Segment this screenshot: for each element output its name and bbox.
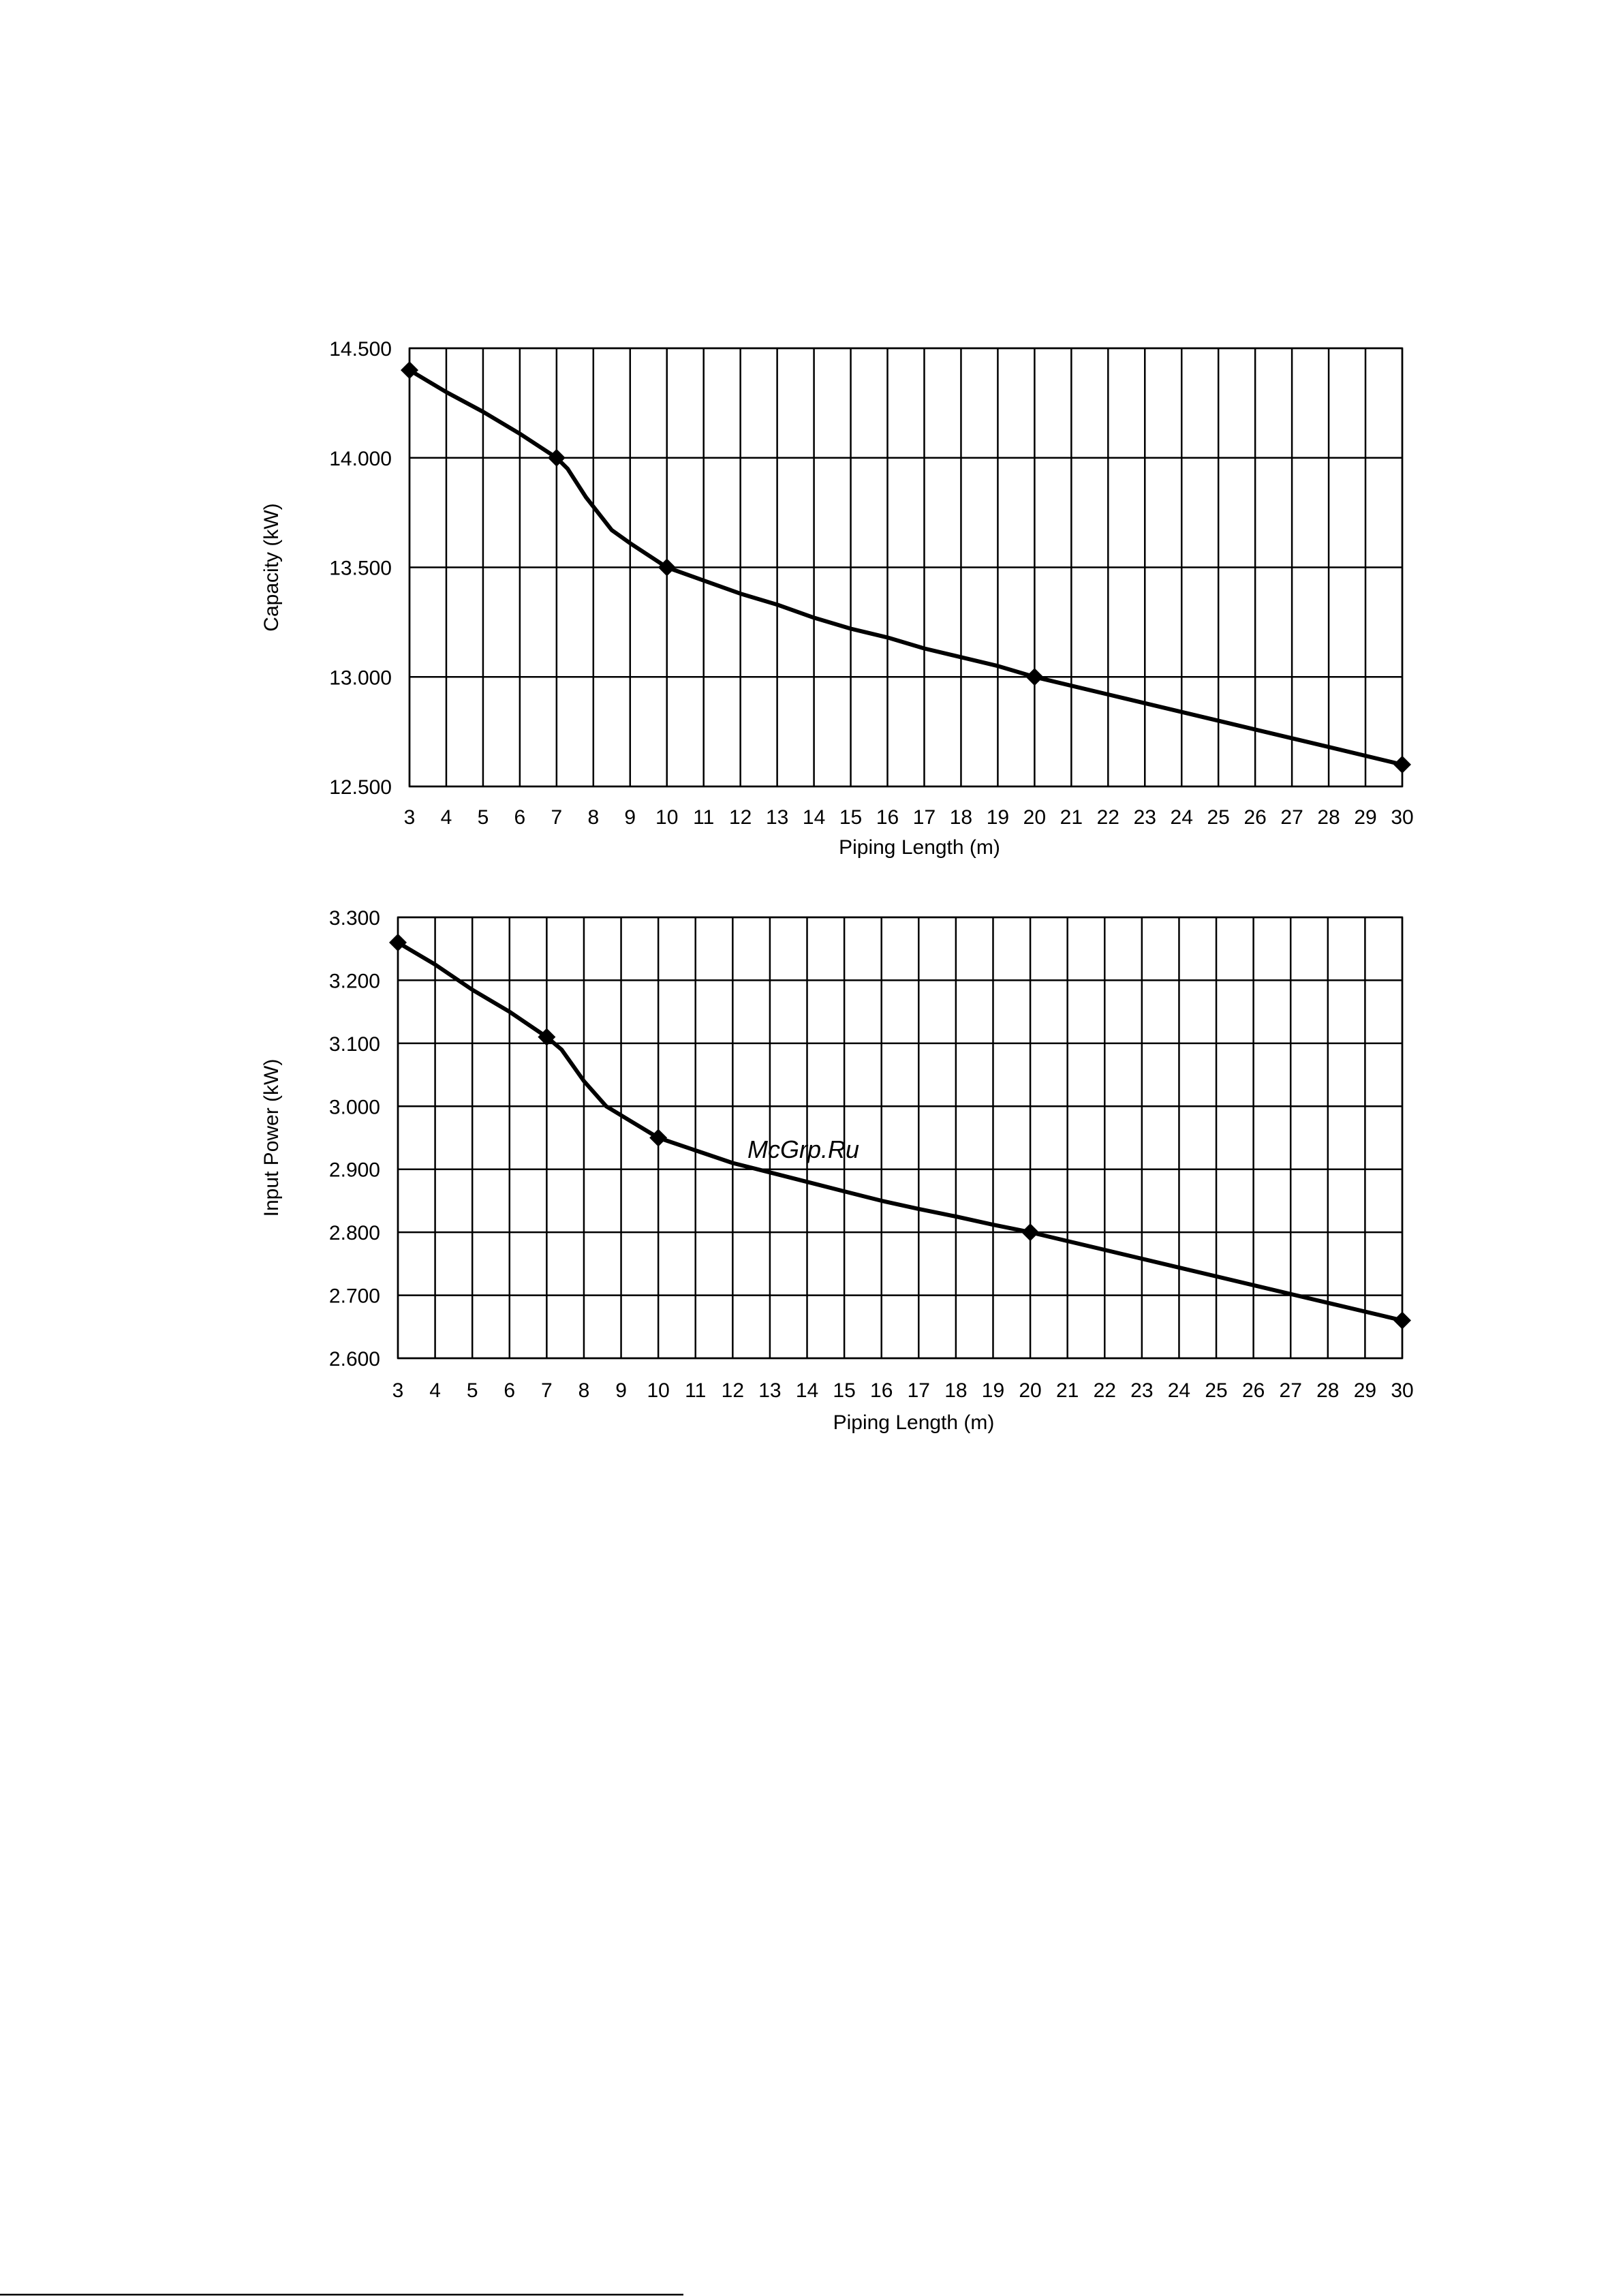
- x-tick-label: 6: [504, 1379, 515, 1402]
- x-tick-label: 22: [1094, 1379, 1116, 1402]
- x-tick-label: 21: [1060, 806, 1083, 829]
- data-point-marker: [649, 1129, 668, 1147]
- watermark: McGrp.Ru: [747, 1135, 859, 1163]
- y-tick-label: 14.500: [329, 338, 392, 361]
- x-tick-label: 15: [839, 806, 862, 829]
- x-tick-label: 18: [944, 1379, 967, 1402]
- data-point-marker: [658, 558, 676, 577]
- x-tick-label: 10: [647, 1379, 669, 1402]
- x-tick-label: 19: [987, 806, 1009, 829]
- data-point-marker: [1393, 1311, 1411, 1330]
- x-tick-label: 11: [693, 806, 714, 829]
- x-tick-label: 4: [429, 1379, 441, 1402]
- x-tick-label: 3: [392, 1379, 404, 1402]
- y-tick-label: 3.000: [329, 1096, 380, 1118]
- x-tick-label: 15: [833, 1379, 855, 1402]
- x-tick-label: 27: [1280, 1379, 1302, 1402]
- x-tick-label: 28: [1317, 806, 1340, 829]
- x-tick-label: 8: [587, 806, 599, 829]
- x-tick-label: 7: [551, 806, 563, 829]
- x-tick-label: 21: [1056, 1379, 1079, 1402]
- x-axis-title: Piping Length (m): [839, 836, 1000, 859]
- y-tick-label: 2.900: [329, 1159, 380, 1182]
- data-point-marker: [1021, 1223, 1040, 1242]
- x-tick-label: 7: [541, 1379, 553, 1402]
- x-tick-label: 24: [1171, 806, 1193, 829]
- x-tick-label: 13: [758, 1379, 781, 1402]
- x-tick-label: 25: [1207, 806, 1229, 829]
- y-tick-label: 3.100: [329, 1033, 380, 1056]
- plot-frame: [397, 916, 1404, 1360]
- series-line: [396, 940, 1404, 1323]
- x-axis-title: Piping Length (m): [833, 1411, 995, 1434]
- x-tick-label: 17: [908, 1379, 930, 1402]
- x-tick-label: 12: [729, 806, 752, 829]
- x-tick-label: 16: [876, 806, 899, 829]
- x-tick-label: 23: [1130, 1379, 1153, 1402]
- x-tick-label: 29: [1354, 806, 1376, 829]
- x-tick-label: 27: [1280, 806, 1303, 829]
- x-tick-label: 9: [615, 1379, 627, 1402]
- data-point-marker: [1393, 755, 1411, 774]
- data-point-marker: [1025, 668, 1044, 686]
- x-tick-label: 13: [766, 806, 788, 829]
- x-tick-label: 9: [624, 806, 636, 829]
- y-tick-label: 3.200: [329, 970, 380, 992]
- y-tick-label: 2.800: [329, 1222, 380, 1244]
- x-tick-label: 5: [478, 806, 489, 829]
- x-tick-label: 25: [1205, 1379, 1227, 1402]
- data-point-marker: [547, 448, 566, 467]
- x-tick-label: 28: [1316, 1379, 1339, 1402]
- x-tick-label: 20: [1023, 806, 1046, 829]
- x-tick-label: 18: [950, 806, 972, 829]
- plot-frame: [408, 347, 1404, 788]
- x-tick-label: 16: [870, 1379, 893, 1402]
- data-point-marker: [401, 361, 418, 380]
- x-tick-label: 8: [578, 1379, 590, 1402]
- x-tick-label: 12: [722, 1379, 744, 1402]
- x-tick-label: 3: [404, 806, 416, 829]
- x-tick-label: 30: [1391, 1379, 1413, 1402]
- x-tick-label: 14: [803, 806, 825, 829]
- x-tick-label: 11: [685, 1379, 706, 1402]
- x-tick-label: 6: [514, 806, 526, 829]
- x-tick-label: 24: [1168, 1379, 1190, 1402]
- x-tick-label: 23: [1134, 806, 1156, 829]
- y-tick-label: 3.300: [329, 907, 380, 930]
- x-tick-label: 5: [467, 1379, 478, 1402]
- x-tick-label: 30: [1391, 806, 1413, 829]
- x-tick-label: 22: [1097, 806, 1119, 829]
- x-tick-label: 14: [796, 1379, 818, 1402]
- x-tick-label: 26: [1242, 1379, 1265, 1402]
- x-tick-label: 20: [1019, 1379, 1041, 1402]
- data-point-marker: [538, 1028, 556, 1046]
- data-point-marker: [389, 933, 407, 951]
- y-tick-label: 2.600: [329, 1348, 380, 1371]
- y-axis-title: Input Power (kW): [260, 1059, 283, 1217]
- x-tick-label: 17: [913, 806, 936, 829]
- y-tick-label: 12.500: [329, 776, 392, 799]
- x-tick-label: 29: [1354, 1379, 1376, 1402]
- input-power-chart: 3 4 5 6 7 8 9 10 11 12 13 14 15 16 17 18 19 20 21 22 23 24 25 2…: [260, 907, 1414, 1434]
- y-tick-label: 13.000: [329, 667, 392, 689]
- x-tick-label: 19: [982, 1379, 1004, 1402]
- y-tick-label: 13.500: [329, 557, 392, 580]
- capacity-chart: 3 4 5 6 7 8 9 10 11 12 13 14 15 16 17 18 19 20 21 22 23 24 25 2…: [260, 338, 1414, 859]
- y-tick-label: 14.000: [329, 448, 392, 470]
- y-axis-title: Capacity (kW): [260, 503, 283, 631]
- x-tick-label: 26: [1243, 806, 1266, 829]
- x-tick-label: 4: [441, 806, 452, 829]
- x-tick-label: 10: [655, 806, 678, 829]
- y-tick-label: 2.700: [329, 1285, 380, 1308]
